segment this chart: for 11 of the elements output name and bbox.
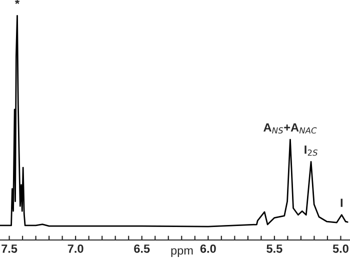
- annotation: I: [340, 198, 342, 207]
- x-axis-title: ppm: [171, 248, 193, 258]
- x-tick-label: 5.0: [332, 244, 348, 253]
- x-tick-label: 7.5: [2, 244, 18, 253]
- x-tick-label: 7.0: [68, 244, 84, 253]
- annotation: I$_{2S}$: [304, 146, 318, 156]
- x-tick-label: 6.0: [200, 244, 216, 253]
- annotation: A$_{NS}$+A$_{NAC}$: [264, 123, 317, 134]
- x-tick-label: 6.5: [134, 244, 150, 253]
- x-tick-label: 5.5: [266, 244, 282, 253]
- annotation: *: [14, 0, 20, 4]
